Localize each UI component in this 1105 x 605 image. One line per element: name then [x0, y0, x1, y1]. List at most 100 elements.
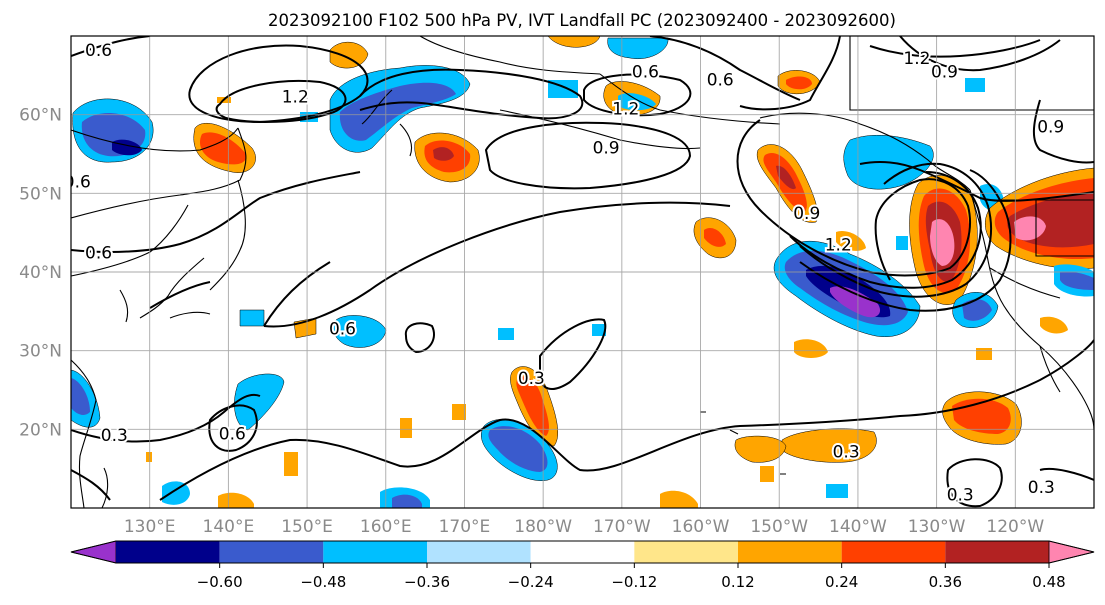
contour-label: 0.3 — [833, 442, 860, 462]
positive-pv-blob — [452, 404, 466, 420]
coastline — [700, 411, 786, 475]
positive-pv-blob — [218, 492, 254, 508]
pv-contour — [71, 36, 151, 57]
coastline — [169, 311, 211, 319]
contour-label: 0.6 — [85, 243, 112, 263]
negative-pv-blob — [498, 328, 514, 340]
positive-pv-blob — [329, 42, 369, 69]
negative-pv-blob — [830, 286, 881, 318]
colorbar-segment — [116, 541, 220, 563]
pv-contour — [208, 404, 258, 452]
longitude-label: 130°E — [124, 517, 176, 537]
positive-pv-blob — [760, 466, 774, 482]
coastline — [139, 257, 205, 319]
longitude-label: 160°E — [360, 517, 412, 537]
latitude-label: 20°N — [19, 420, 62, 440]
contour-label: 1.2 — [612, 99, 639, 119]
coastline — [989, 267, 1061, 299]
latitude-label: 30°N — [19, 342, 62, 362]
colorbar-tick-label: 0.24 — [825, 573, 858, 591]
colorbar-tick-label: −0.24 — [508, 573, 554, 591]
negative-pv-blob — [333, 315, 387, 348]
colorbar-tick-label: −0.36 — [404, 573, 450, 591]
pv-contour — [539, 318, 607, 390]
colorbar-extend-low — [70, 540, 117, 564]
map-frame — [70, 35, 1095, 509]
colorbar-segment — [738, 541, 842, 563]
contour-label: 0.6 — [707, 70, 734, 90]
coastline — [101, 467, 109, 508]
colorbar-segment — [323, 541, 427, 563]
coastline-layer — [71, 36, 1094, 508]
pv-contour — [649, 36, 801, 101]
contour-label: 0.9 — [1037, 117, 1064, 137]
colorbar-segment — [530, 541, 635, 563]
negative-pv-blob — [826, 484, 848, 498]
positive-pv-blob — [199, 132, 247, 165]
negative-pv-blob — [162, 481, 190, 505]
latitude-label: 50°N — [19, 184, 62, 204]
colorbar-tick-label: 0.12 — [721, 573, 754, 591]
pv-contour — [859, 161, 1094, 202]
colorbar-tick-label: 0.48 — [1032, 573, 1065, 591]
longitude-label: 130°W — [908, 517, 966, 537]
positive-pv-blob — [976, 348, 992, 360]
contour-label-layer: 0.61.20.61.20.90.61.20.90.90.91.20.60.60… — [71, 39, 1066, 507]
longitude-label: 180°W — [514, 517, 572, 537]
positive-pv-blob — [776, 165, 796, 190]
longitude-label: 120°W — [986, 517, 1044, 537]
pv-contour — [71, 393, 261, 443]
positive-pv-blob — [794, 339, 828, 358]
coastline — [1039, 345, 1061, 393]
positive-pv-blob — [516, 376, 549, 436]
contour-label: 0.6 — [219, 424, 246, 444]
negative-pv-blob — [1060, 271, 1094, 290]
longitude-labels: 130°E 140°E 150°E 160°E 170°E 180°W 170°W 160°W… — [124, 517, 1045, 537]
pv-contour — [736, 119, 971, 281]
colorbar-tick-label: 0.36 — [929, 573, 962, 591]
pv-contour — [263, 261, 331, 327]
negative-pv-blob — [896, 236, 908, 250]
colorbar-segment — [841, 541, 946, 563]
positive-pv-blob — [930, 219, 955, 266]
coastline — [599, 73, 781, 125]
longitude-label: 150°E — [281, 517, 333, 537]
positive-pv-blob — [734, 435, 787, 463]
coastline — [849, 36, 1094, 111]
pv-contour — [799, 162, 992, 298]
contour-label: 0.6 — [85, 41, 112, 61]
pv-contour-layer — [71, 36, 1094, 508]
negative-pv-blob — [234, 373, 285, 431]
colorbar-tick-label: −0.60 — [197, 573, 243, 591]
pv-contour — [71, 171, 361, 253]
pv-contour — [215, 79, 347, 123]
coastline — [969, 189, 1094, 431]
negative-pv-blob — [488, 426, 548, 472]
contour-label: 0.3 — [518, 369, 545, 389]
coastline — [209, 179, 246, 291]
colorbar-tick-label: −0.12 — [611, 573, 657, 591]
coastline — [759, 112, 971, 191]
coastline — [361, 89, 393, 125]
contour-label: 0.9 — [931, 62, 958, 82]
latitude-label: 40°N — [19, 263, 62, 283]
coastline — [399, 123, 413, 157]
negative-pv-blob — [71, 378, 90, 415]
colorbar-segment — [219, 541, 324, 563]
longitude-label: 140°E — [203, 517, 255, 537]
graticule — [71, 36, 1094, 508]
contour-label: 0.6 — [632, 62, 659, 82]
coastline — [419, 36, 601, 75]
negative-pv-blob — [592, 324, 606, 336]
colorbar-segment — [427, 541, 531, 563]
latitude-label: 60°N — [19, 106, 62, 126]
colorbar-outline — [70, 540, 1095, 564]
negative-pv-blob — [962, 299, 992, 321]
colorbar-segment — [634, 541, 738, 563]
coastline — [119, 289, 129, 323]
negative-pv-blob — [607, 37, 669, 60]
longitude-label: 140°W — [829, 517, 887, 537]
latitude-labels: 60°N 50°N 40°N 30°N 20°N — [19, 106, 62, 441]
positive-pv-blob — [786, 76, 812, 90]
